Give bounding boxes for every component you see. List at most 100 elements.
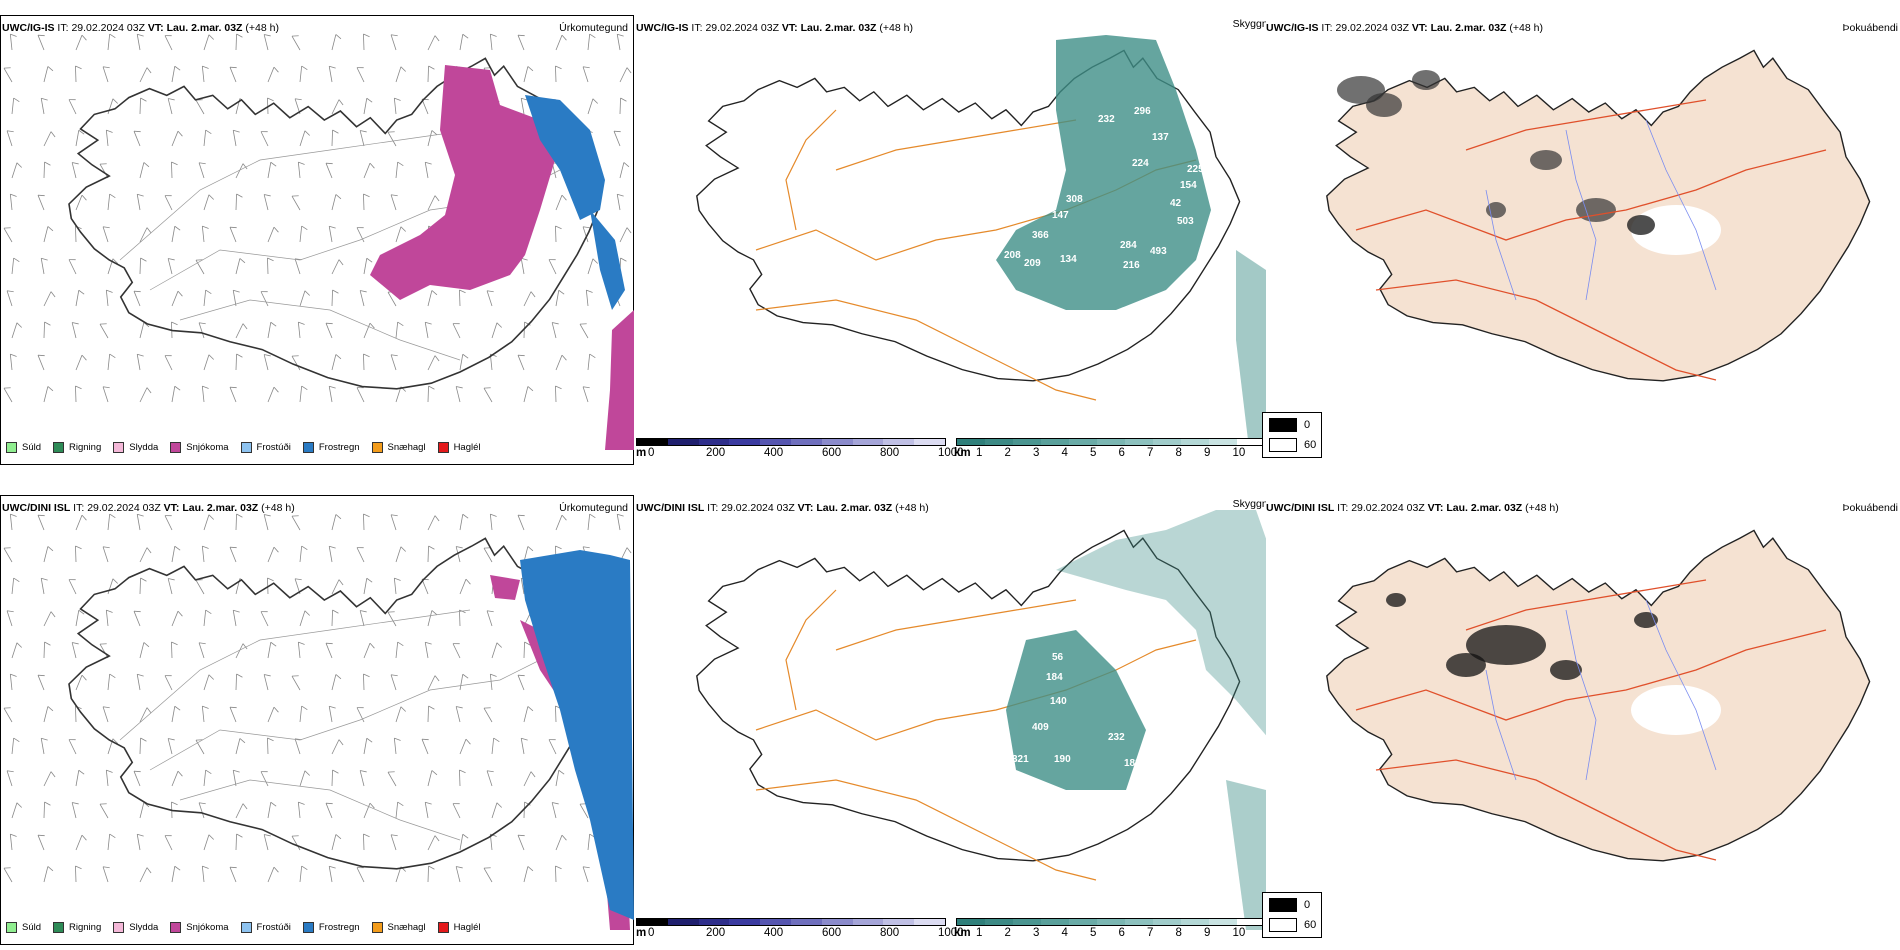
it-value: 29.02.2024 03Z: [71, 22, 145, 34]
wind-barbs: [3, 33, 632, 403]
colorbar-tick: 400: [764, 447, 784, 459]
colorbar-cell: [1153, 439, 1181, 445]
legend-item: Frostúði: [240, 442, 291, 453]
colorbar-cell: [852, 919, 884, 925]
colorbar-cell: [1125, 439, 1153, 445]
colorbar-cell: [1237, 919, 1265, 925]
rivers: [1485, 119, 1717, 301]
legend-item: Haglél: [437, 442, 481, 453]
legend-swatch: [6, 922, 17, 933]
colorbar-strip: [636, 918, 946, 926]
cloud-label: 232: [1108, 732, 1125, 743]
colorbar-cell: [1209, 919, 1237, 925]
fog-legend-label: 60: [1304, 439, 1317, 451]
model-name: UWC/DINI ISL: [636, 502, 705, 514]
vt-label: VT:: [1411, 22, 1428, 34]
it-label: IT:: [707, 502, 719, 514]
visibility-fields: [1006, 510, 1270, 930]
fog-legend-item: 0: [1269, 898, 1310, 912]
colorbar-cell: [985, 919, 1013, 925]
fog-legend-label: 0: [1304, 899, 1311, 911]
precip-map: [3, 513, 634, 930]
colorbar-cell: [637, 439, 668, 445]
legend-item: Snjókoma: [170, 922, 229, 933]
legend-label: Frostregn: [318, 442, 360, 453]
cloud-label: 190: [1054, 754, 1071, 765]
legend-item: Snjókoma: [170, 442, 229, 453]
cloud-map: 14 190 59 21 56 184 140 409 232 124 321 190 182 22: [696, 510, 1270, 930]
fog-legend-label: 0: [1304, 419, 1311, 431]
fog-legend-swatch: [1269, 438, 1297, 452]
lead-time: (+48 h): [1525, 502, 1559, 514]
roads: [1355, 99, 1827, 381]
vt-value: Lau. 2.mar. 03Z: [800, 22, 877, 34]
legend-label: Rigning: [69, 442, 102, 453]
panel-title: Úrkomutegund: [559, 22, 628, 34]
fog-legend: 0 60: [1262, 892, 1322, 938]
colorbar-cell: [1041, 919, 1069, 925]
vt-label: VT:: [147, 22, 164, 34]
it-value: 29.02.2024 03Z: [1351, 502, 1425, 514]
cloud-label: 232: [1098, 114, 1115, 125]
colorbar-tick: 7: [1147, 927, 1154, 939]
legend-label: Haglél: [453, 922, 481, 933]
legend-item: Snæhagl: [371, 922, 426, 933]
panel-title: Þokuábendi: [1842, 22, 1898, 34]
vt-value: Lau. 2.mar. 03Z: [166, 22, 243, 34]
legend-swatch: [113, 442, 125, 453]
cloud-label: 216: [1123, 260, 1140, 271]
legend-label: Frostúði: [256, 442, 291, 453]
cloud-label: 308: [1066, 194, 1083, 205]
precip-panel-row2: UWC/DINI ISL IT: 29.02.2024 03Z VT: Lau.…: [0, 490, 634, 945]
legend-swatch: [302, 442, 314, 453]
precip-panel-row1: UWC/IG-IS IT: 29.02.2024 03Z VT: Lau. 2.…: [0, 10, 634, 465]
legend-swatch: [170, 442, 182, 453]
colorbar-cell: [957, 919, 985, 925]
legend-item: Súld: [6, 922, 41, 933]
lead-time: (+48 h): [879, 22, 913, 34]
legend-swatch: [371, 922, 383, 933]
legend-swatch: [6, 442, 17, 453]
colorbar-cell: [1013, 919, 1041, 925]
legend-item: Frostregn: [302, 922, 360, 933]
cloud-label: 124: [972, 242, 989, 253]
precip-map: [3, 33, 634, 450]
vt-label: VT:: [1427, 502, 1444, 514]
cloud-label: 59: [1182, 664, 1194, 675]
legend-label: Súld: [22, 922, 42, 933]
colorbar-cell: [1153, 919, 1181, 925]
cloud-label: 190: [1184, 648, 1201, 659]
colorbar-tick: 4: [1061, 447, 1068, 459]
vt-label: VT:: [781, 22, 798, 34]
fog-shading: [1337, 70, 1721, 255]
colorbar-cell: [985, 439, 1013, 445]
colorbar-tick: 4: [1061, 927, 1068, 939]
visibility-colorbar: km 1 2 3 4 5 6 7 8 9 10: [954, 438, 1270, 464]
roads: [755, 589, 1197, 881]
iceland-outline: [696, 529, 1241, 862]
model-name: UWC/IG-IS: [1266, 22, 1319, 34]
legend-swatch: [240, 442, 252, 453]
colorbar-tick: 2: [1004, 447, 1011, 459]
colorbar-cell: [1125, 919, 1153, 925]
colorbar-cell: [637, 919, 668, 925]
iceland-outline: [68, 537, 599, 870]
cloud-label: 124: [986, 744, 1003, 755]
cloud-label: 209: [1024, 258, 1041, 269]
panel-header: UWC/DINI ISL IT: 29.02.2024 03Z VT: Lau.…: [1266, 502, 1559, 514]
legend-item: Frostregn: [302, 442, 360, 453]
fog-panel-row1: UWC/IG-IS IT: 29.02.2024 03Z VT: Lau. 2.…: [1262, 10, 1900, 465]
fog-legend-item: 0: [1269, 418, 1310, 432]
colorbar-cell: [914, 439, 945, 445]
it-label: IT:: [1321, 22, 1333, 34]
model-name: UWC/IG-IS: [2, 22, 55, 34]
legend-swatch: [113, 922, 125, 933]
colorbar-tick: 3: [1033, 927, 1040, 939]
colorbar-tick: 200: [706, 927, 726, 939]
cloud-label: 42: [1170, 198, 1182, 209]
lead-time: (+48 h): [1509, 22, 1543, 34]
fog-legend-swatch: [1269, 918, 1297, 932]
cloud-label: 224: [1132, 158, 1149, 169]
